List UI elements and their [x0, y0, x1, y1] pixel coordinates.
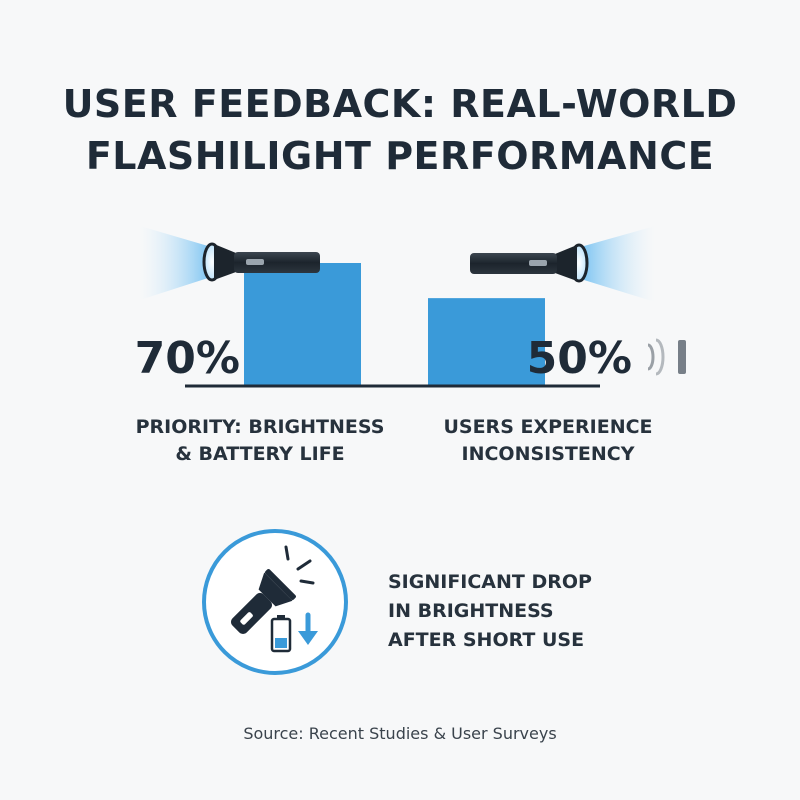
bar-caption-right-line2: INCONSISTENCY [461, 443, 635, 465]
bar-caption-left: PRIORITY: BRIGHTNESS & BATTERY LIFE [110, 414, 410, 468]
callout-line2: IN BRIGHTNESS [388, 600, 554, 622]
bar-caption-right-line1: USERS EXPERIENCE [443, 416, 653, 438]
bar-1 [244, 263, 361, 386]
bar-2 [428, 298, 545, 386]
callout-text: SIGNIFICANT DROP IN BRIGHTNESS AFTER SHO… [388, 568, 592, 655]
bar-value-label-1: 70% [135, 333, 240, 384]
page-title: USER FEEDBACK: REAL-WORLD FLASHILIGHT PE… [0, 78, 800, 182]
callout-line3: AFTER SHORT USE [388, 629, 585, 651]
flashlight-battery-drop-icon [202, 529, 348, 675]
callout-line1: SIGNIFICANT DROP [388, 571, 592, 593]
flashlight-left-icon [140, 226, 320, 300]
flashlight-right-icon [470, 226, 655, 302]
bar-value-label-2: 50% [527, 333, 632, 384]
source-note: Source: Recent Studies & User Surveys [243, 724, 557, 743]
title-line-2: FLASHILIGHT PERFORMANCE [85, 134, 715, 178]
bar-caption-left-line2: & BATTERY LIFE [175, 443, 345, 465]
bar-caption-right: USERS EXPERIENCE INCONSISTENCY [398, 414, 698, 468]
flicker-icon [647, 338, 686, 376]
title-line-1: USER FEEDBACK: REAL-WORLD [62, 82, 738, 126]
bar-caption-left-line1: PRIORITY: BRIGHTNESS [135, 416, 385, 438]
